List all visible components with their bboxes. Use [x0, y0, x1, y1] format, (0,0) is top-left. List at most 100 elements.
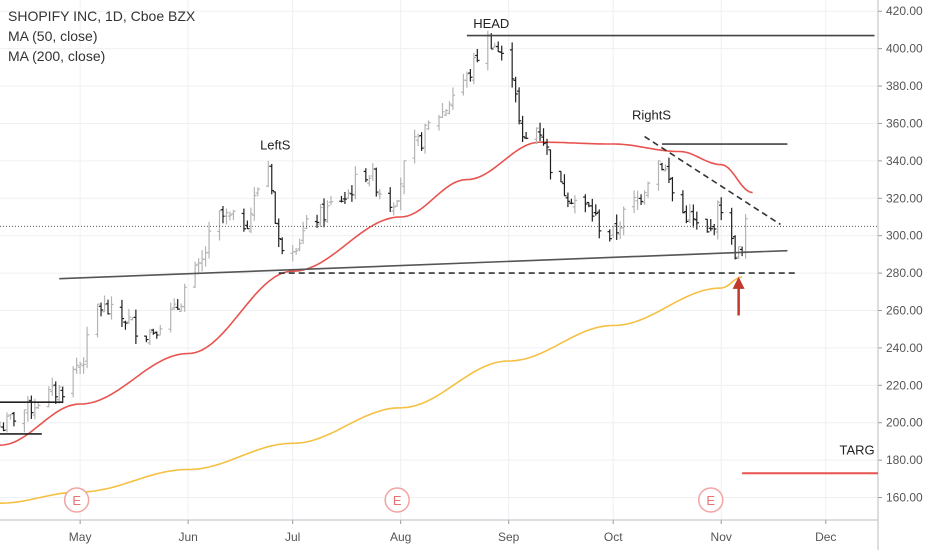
y-tick-label: 420.00	[886, 4, 923, 18]
ohlc-bar	[60, 386, 65, 404]
ohlc-bar	[537, 122, 543, 141]
ohlc-bar	[227, 211, 233, 221]
ohlc-bar	[105, 299, 111, 315]
y-tick-label: 180.00	[886, 453, 923, 467]
ohlc-bar	[687, 203, 693, 224]
earnings-marker: E	[63, 487, 90, 513]
ma50-group	[0, 141, 753, 446]
ohlc-bar	[520, 115, 525, 143]
ohlc-bar	[645, 181, 651, 198]
chart-legend: SHOPIFY INC, 1D, Cboe BZX MA (50, close)…	[8, 6, 195, 66]
ohlc-bar	[593, 204, 598, 216]
x-tick-label: Sep	[498, 530, 520, 544]
earnings-circle	[698, 487, 724, 513]
ohlc-bar	[50, 377, 55, 396]
ma50-legend-label: MA (50, close)	[8, 28, 98, 44]
ma200-line	[0, 276, 743, 504]
ohlc-bar	[199, 250, 205, 272]
ohlc-bar	[534, 127, 539, 145]
ohlc-bar	[297, 238, 302, 252]
earnings-label: E	[393, 493, 402, 508]
ohlc-bar	[346, 189, 351, 200]
ohlc-bar	[684, 205, 689, 224]
y-tick-label: 320.00	[886, 191, 923, 205]
ohlc-bar	[705, 218, 710, 233]
y-tick-label: 360.00	[886, 116, 923, 130]
ohlc-bar	[523, 131, 529, 140]
earnings-label: E	[72, 493, 81, 508]
ohlc-bar	[168, 302, 173, 333]
ohlc-bar	[276, 218, 281, 248]
ohlc-bar	[499, 45, 504, 61]
x-tick-label: Jul	[285, 530, 300, 544]
ohlc-bar	[248, 207, 254, 234]
ohlc-bar	[1, 422, 6, 432]
ohlc-bar	[621, 206, 626, 236]
ohlc-bar	[464, 71, 470, 88]
ohlc-bar	[666, 157, 672, 184]
ohlc-bar	[583, 194, 588, 213]
ohlc-bar	[638, 194, 644, 206]
ohlc-bar	[691, 204, 696, 228]
ohlc-bar	[203, 246, 208, 267]
price-bars	[0, 30, 748, 433]
ohlc-bar	[144, 335, 149, 343]
earnings-marker: E	[384, 487, 410, 513]
ohlc-bar	[70, 366, 76, 398]
ohlc-bar	[273, 191, 278, 224]
earnings-marker: E	[698, 487, 724, 513]
y-tick-label: 160.00	[886, 491, 923, 505]
y-tick-label: 240.00	[886, 341, 923, 355]
neckline-line	[59, 249, 788, 280]
ohlc-bar	[290, 245, 295, 262]
ohlc-bar	[548, 149, 553, 180]
x-tick-label: Nov	[711, 530, 732, 544]
ohlc-bar	[631, 190, 637, 214]
grid	[0, 0, 878, 520]
ohlc-bar	[680, 190, 686, 214]
ohlc-bar	[318, 204, 323, 228]
ohlc-bar	[562, 174, 567, 197]
ohlc-bar	[172, 298, 177, 311]
ohlc-bar	[708, 219, 713, 232]
ma200-group	[0, 276, 743, 504]
symbol-title: SHOPIFY INC, 1D, Cboe BZX	[8, 8, 196, 24]
ohlc-bar	[126, 308, 132, 325]
ohlc-bar	[4, 412, 10, 433]
ohlc-bar	[541, 128, 546, 146]
ohlc-bar	[569, 198, 574, 205]
ohlc-bar	[656, 160, 661, 191]
ohlc-bar	[245, 220, 250, 230]
ohlc-bar	[300, 221, 306, 244]
ohlc-bar	[412, 129, 417, 164]
ohlc-bar	[119, 299, 125, 327]
ohlc-bar	[732, 235, 738, 260]
ohlc-bar	[151, 328, 156, 335]
ohlc-bar	[443, 109, 449, 117]
ohlc-bar	[25, 395, 31, 422]
ohlc-bar	[715, 200, 720, 240]
ohlc-bar	[468, 69, 473, 82]
x-tick-label: Jun	[178, 530, 197, 544]
annotation-lefts: LeftS	[260, 138, 291, 153]
annotation-head: HEAD	[473, 16, 509, 31]
ohlc-bar	[422, 123, 428, 154]
ohlc-bar	[314, 214, 320, 228]
ohlc-bar	[206, 221, 212, 259]
ohlc-bar	[544, 138, 550, 155]
ohlc-bar	[496, 41, 501, 53]
ma50-line	[0, 141, 753, 446]
x-tick-label: Dec	[815, 530, 836, 544]
ohlc-bar	[415, 133, 421, 146]
ohlc-bar	[398, 177, 403, 211]
ohlc-bar	[388, 187, 393, 212]
ohlc-bar	[401, 160, 407, 195]
x-tick-label: Oct	[604, 530, 623, 544]
ohlc-bar	[447, 101, 452, 115]
ohlc-bar	[36, 402, 41, 410]
ohlc-bar	[81, 357, 86, 374]
ohlc-bar	[74, 357, 79, 374]
ohlc-bar	[607, 229, 612, 242]
